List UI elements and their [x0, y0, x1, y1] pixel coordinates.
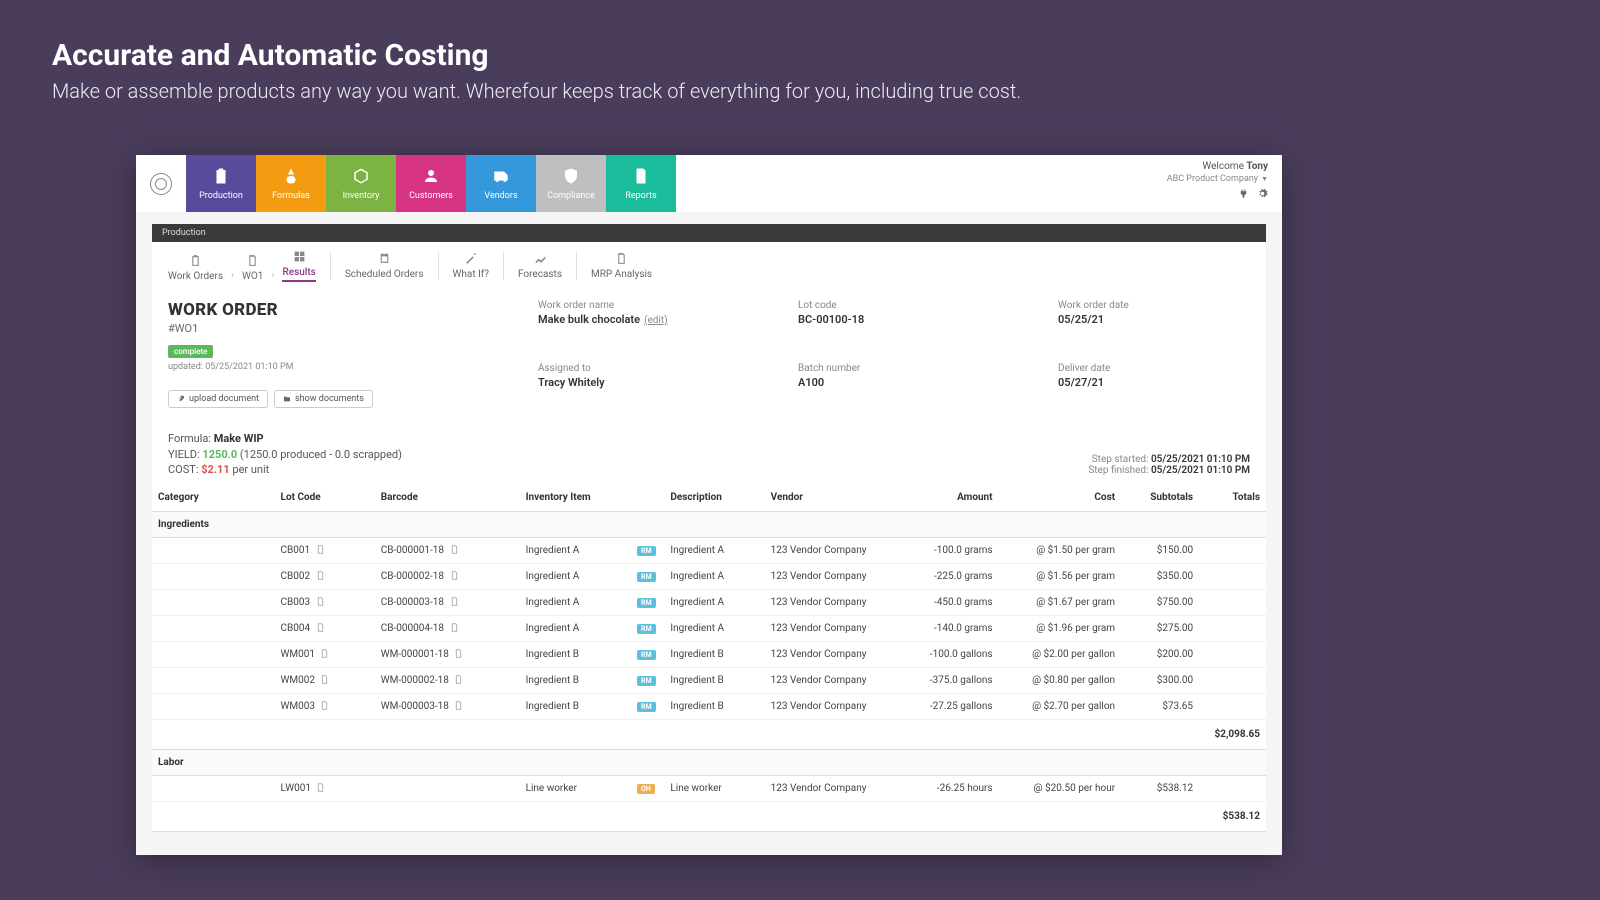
breadcrumb-wo1[interactable]: WO1	[242, 254, 263, 282]
nav-tab-compliance[interactable]: Compliance	[536, 155, 606, 212]
toolbar-scheduled-orders[interactable]: Scheduled Orders	[345, 252, 424, 280]
breadcrumb: Work Orders › WO1 › Results	[168, 250, 316, 282]
breadcrumb-results[interactable]: Results	[282, 250, 315, 282]
table-row: CB004 CB-000004-18 Ingredient ARMIngredi…	[152, 616, 1266, 642]
document-icon	[615, 252, 628, 265]
page-header: Accurate and Automatic Costing Make or a…	[0, 0, 1600, 123]
calendar-icon	[378, 252, 391, 265]
field-wo-date: Work order date 05/25/21	[1058, 300, 1250, 345]
table-row: CB001 CB-000001-18 Ingredient ARMIngredi…	[152, 538, 1266, 564]
document-icon	[246, 254, 259, 267]
welcome-text: Welcome Tony	[1167, 161, 1268, 172]
toolbar-what-if[interactable]: What If?	[453, 252, 490, 280]
updated-text: updated: 05/25/2021 01:10 PM	[168, 362, 478, 372]
logo[interactable]	[136, 155, 186, 212]
table-section-row: Labor	[152, 750, 1266, 776]
status-badge: complete	[168, 345, 213, 358]
page-subtitle: Make or assemble products any way you wa…	[52, 79, 1548, 103]
app-window: ProductionFormulasInventoryCustomersVend…	[136, 155, 1282, 855]
edit-link[interactable]: (edit)	[644, 315, 668, 326]
toolbar-forecasts[interactable]: Forecasts	[518, 252, 562, 280]
clipboard-icon	[189, 254, 202, 267]
show-documents-button[interactable]: show documents	[274, 390, 373, 408]
content-area: Production Work Orders › WO1 ›	[136, 212, 1282, 832]
toolbar: Work Orders › WO1 › Results	[152, 242, 1266, 282]
folder-icon	[283, 395, 291, 403]
nav-tab-customers[interactable]: Customers	[396, 155, 466, 212]
field-wo-name: Work order name Make bulk chocolate(edit…	[538, 300, 778, 345]
formula-block: Formula: Make WIP YIELD: 1250.0 (1250.0 …	[152, 422, 1266, 484]
gear-icon[interactable]	[1257, 188, 1268, 202]
field-lot-code: Lot code BC-00100-18	[798, 300, 1038, 345]
table-row: CB002 CB-000002-18 Ingredient ARMIngredi…	[152, 564, 1266, 590]
field-assigned-to: Assigned to Tracy Whitely	[538, 363, 778, 408]
nav-tab-production[interactable]: Production	[186, 155, 256, 212]
table-row: LW001 Line workerOHLine worker123 Vendor…	[152, 776, 1266, 802]
panel: Work Orders › WO1 › Results	[152, 242, 1266, 832]
company-dropdown[interactable]: ABC Product Company▼	[1167, 174, 1268, 184]
upload-document-button[interactable]: upload document	[168, 390, 268, 408]
table-row: WM003 WM-000003-18 Ingredient BRMIngredi…	[152, 694, 1266, 720]
table-row: CB003 CB-000003-18 Ingredient ARMIngredi…	[152, 590, 1266, 616]
table-section-row: Ingredients	[152, 512, 1266, 538]
table-total-row: $2,098.65	[152, 720, 1266, 750]
breadcrumb-work-orders[interactable]: Work Orders	[168, 254, 223, 282]
topbar: ProductionFormulasInventoryCustomersVend…	[136, 155, 1282, 212]
section-bar: Production	[152, 224, 1266, 242]
nav-tabs: ProductionFormulasInventoryCustomersVend…	[186, 155, 676, 212]
table-total-row: $538.12	[152, 802, 1266, 832]
plug-icon[interactable]	[1238, 188, 1249, 202]
nav-tab-inventory[interactable]: Inventory	[326, 155, 396, 212]
costing-table: Category Lot Code Barcode Inventory Item…	[152, 484, 1266, 832]
work-order-title: WORK ORDER	[168, 300, 478, 320]
paperclip-icon	[177, 395, 185, 403]
wand-icon	[464, 252, 477, 265]
table-row: WM001 WM-000001-18 Ingredient BRMIngredi…	[152, 642, 1266, 668]
grid-icon	[293, 250, 306, 263]
table-row: WM002 WM-000002-18 Ingredient BRMIngredi…	[152, 668, 1266, 694]
work-order-header: WORK ORDER #WO1 complete updated: 05/25/…	[152, 282, 1266, 422]
chart-line-icon	[534, 252, 547, 265]
work-order-id: #WO1	[168, 322, 478, 335]
page-title: Accurate and Automatic Costing	[52, 38, 1548, 73]
nav-tab-reports[interactable]: Reports	[606, 155, 676, 212]
field-deliver-date: Deliver date 05/27/21	[1058, 363, 1250, 408]
user-area: Welcome Tony ABC Product Company▼	[1167, 155, 1282, 212]
nav-tab-formulas[interactable]: Formulas	[256, 155, 326, 212]
toolbar-mrp[interactable]: MRP Analysis	[591, 252, 652, 280]
nav-tab-vendors[interactable]: Vendors	[466, 155, 536, 212]
field-batch-number: Batch number A100	[798, 363, 1038, 408]
